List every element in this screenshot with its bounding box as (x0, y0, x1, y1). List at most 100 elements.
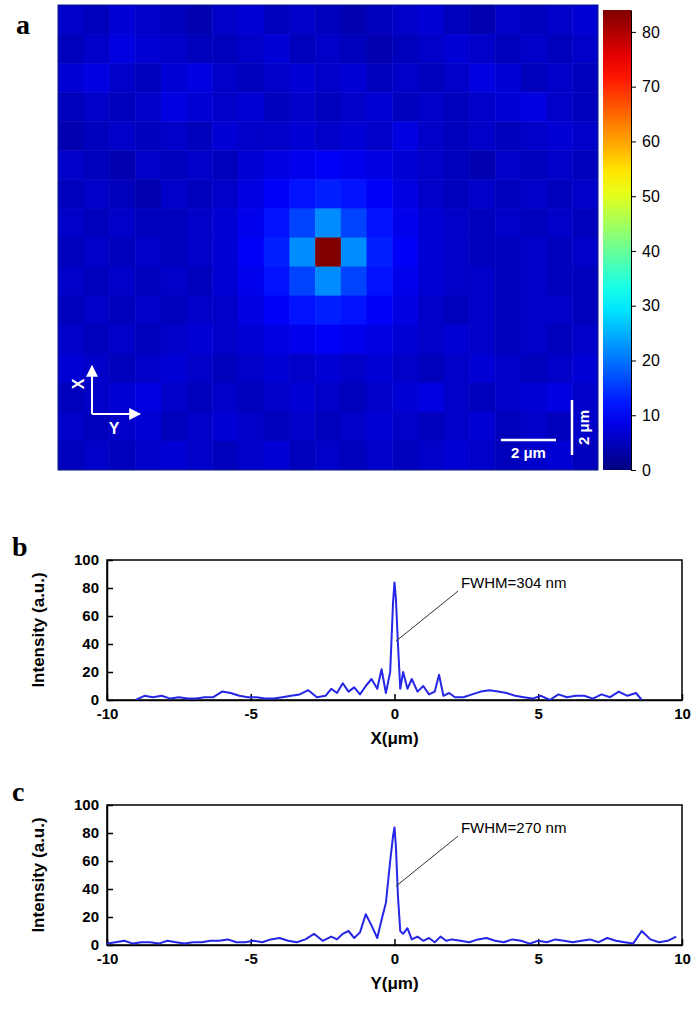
heat-cell (212, 121, 238, 151)
heat-cell (84, 34, 110, 64)
heat-cell (289, 34, 315, 64)
heat-cell (418, 92, 444, 122)
heat-cell (418, 150, 444, 180)
tick-mark (107, 833, 113, 835)
heat-cell (572, 354, 598, 384)
heat-cell (521, 179, 547, 209)
heat-cell (315, 354, 341, 384)
heat-cell (547, 34, 573, 64)
arrow-label: Y (109, 420, 120, 437)
heat-cell (212, 5, 238, 35)
heat-cell (187, 296, 213, 326)
tick-label: 5 (535, 705, 543, 722)
tick: 5 (535, 939, 543, 967)
heat-cell (289, 412, 315, 442)
heat-cell (212, 63, 238, 93)
heat-cell (212, 238, 238, 268)
heat-cell (109, 5, 135, 35)
heat-cell (572, 267, 598, 297)
image-frame (58, 5, 598, 470)
heat-cell (547, 121, 573, 151)
background (0, 0, 697, 1015)
colorbar-tick: 10 (631, 407, 660, 424)
colorbar-tick-label: 0 (642, 462, 651, 479)
heat-cell (418, 325, 444, 355)
heat-cell (109, 121, 135, 151)
heat-cell (161, 238, 187, 268)
heat-cell (187, 354, 213, 384)
colorbar-tick: 50 (631, 188, 660, 205)
heat-cell (212, 179, 238, 209)
heat-cell (161, 5, 187, 35)
heat-cell (341, 208, 367, 238)
heat-cell (315, 121, 341, 151)
tick: -5 (245, 939, 258, 967)
colorbar-tick-mark (631, 87, 636, 88)
heat-cell (572, 63, 598, 93)
heat-cell (135, 150, 161, 180)
heat-cell (572, 208, 598, 238)
heat-cell (495, 354, 521, 384)
heat-cell (212, 208, 238, 238)
heat-cell (367, 179, 393, 209)
heat-cell (341, 150, 367, 180)
heat-cell (469, 238, 495, 268)
heat-cell (238, 121, 264, 151)
tick-label: 0 (91, 936, 99, 953)
heat-cell (84, 63, 110, 93)
heat-cell (392, 63, 418, 93)
heat-cell (444, 383, 470, 413)
heat-cell (367, 354, 393, 384)
heat-cell (392, 150, 418, 180)
colorbar-tick-label: 60 (642, 133, 660, 150)
heat-cell (289, 354, 315, 384)
y-axis: 020406080100 (74, 796, 113, 953)
heat-cell (84, 238, 110, 268)
heat-cell (238, 208, 264, 238)
heat-cell (187, 267, 213, 297)
heat-cell (58, 208, 84, 238)
heat-cell (341, 383, 367, 413)
scale-bar (571, 400, 574, 455)
heat-cell (495, 150, 521, 180)
tick: 100 (74, 551, 113, 568)
colorbar-tick: 60 (631, 133, 660, 150)
heat-cell (84, 179, 110, 209)
heat-cell (521, 412, 547, 442)
heat-cell (84, 267, 110, 297)
heat-cell (547, 150, 573, 180)
heat-cell (392, 34, 418, 64)
heat-cell (187, 63, 213, 93)
colorbar-tick-mark (631, 470, 636, 471)
heat-cell (547, 63, 573, 93)
heat-cell (469, 325, 495, 355)
heat-cell (495, 63, 521, 93)
heat-cell (315, 296, 341, 326)
tick-label: 20 (82, 663, 99, 680)
heat-cell (238, 383, 264, 413)
heat-cell (315, 383, 341, 413)
tick-mark (107, 616, 113, 618)
heat-cell (212, 354, 238, 384)
heat-cell (84, 325, 110, 355)
y-axis: 020406080100 (74, 551, 113, 708)
tick: 80 (82, 824, 113, 841)
tick: 60 (82, 607, 113, 624)
heat-cell (264, 441, 290, 470)
heat-cell (187, 325, 213, 355)
heat-cell (392, 179, 418, 209)
heat-cell (84, 383, 110, 413)
heat-cell (109, 441, 135, 470)
heat-cell (84, 441, 110, 470)
heat-cell (84, 354, 110, 384)
heat-cell (521, 63, 547, 93)
heat-cell (367, 296, 393, 326)
annotation-pointer (396, 591, 458, 641)
heat-cell (572, 150, 598, 180)
heat-cell (135, 354, 161, 384)
heat-cell (392, 92, 418, 122)
heat-cell (547, 441, 573, 470)
colorbar-tick: 80 (631, 24, 660, 41)
heat-cell (84, 412, 110, 442)
heat-cell (187, 121, 213, 151)
